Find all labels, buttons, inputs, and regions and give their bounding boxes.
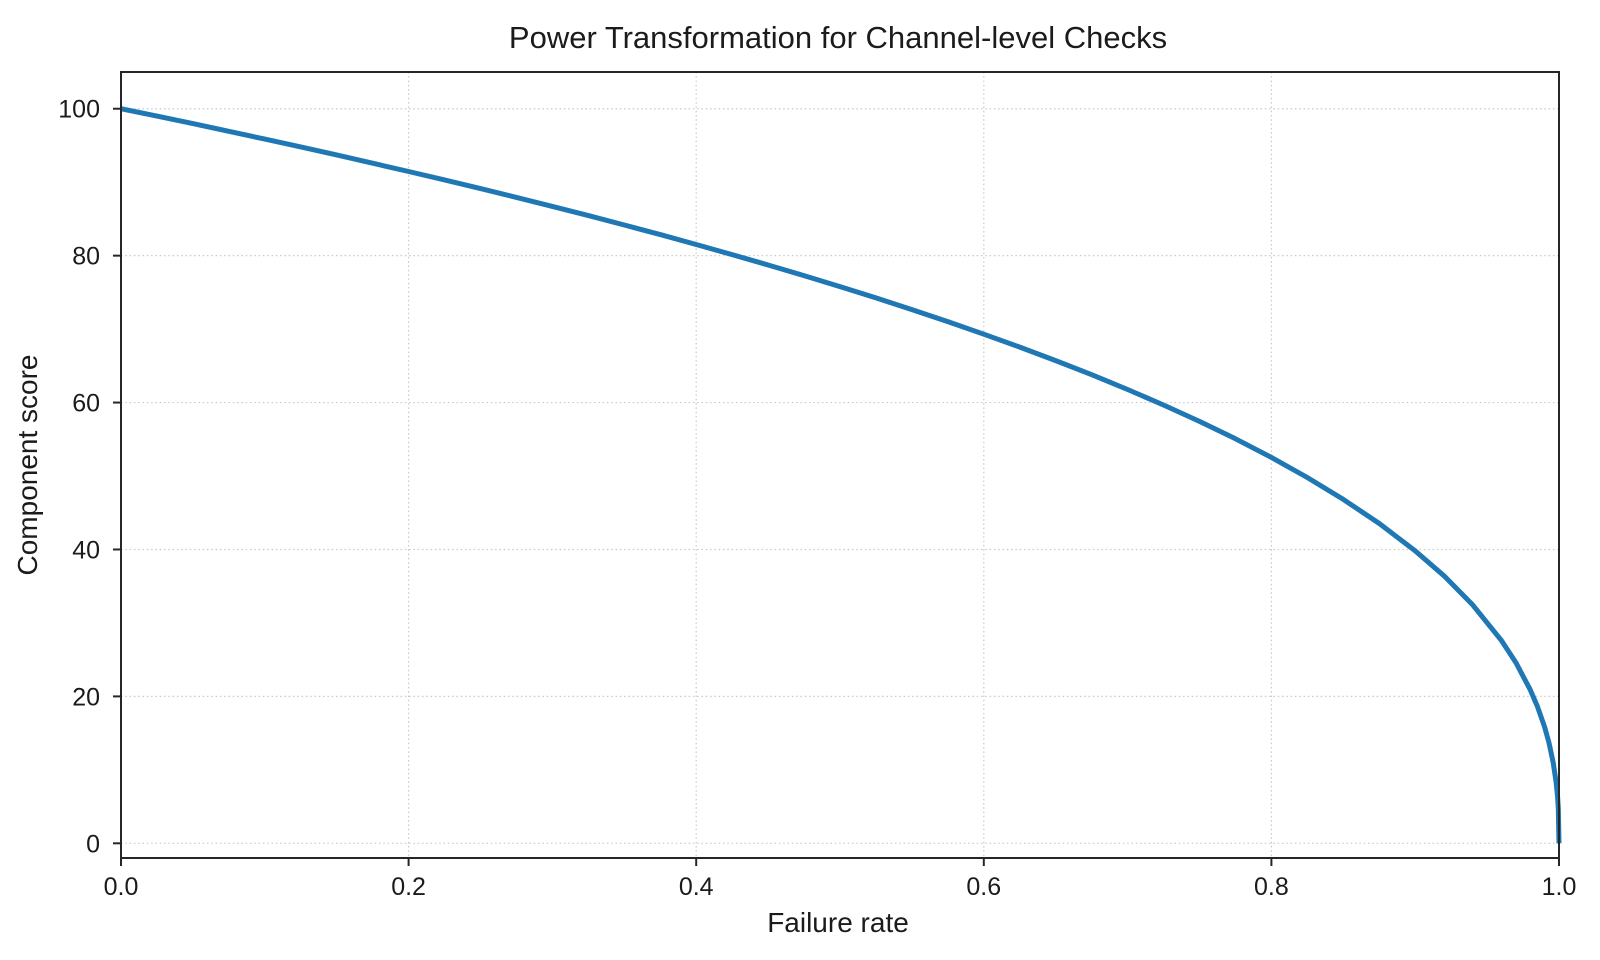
- x-tick-label: 0.0: [104, 873, 139, 901]
- data-curve: [120, 106, 1562, 844]
- y-tick-label: 20: [72, 683, 100, 711]
- x-tick-label: 0.4: [679, 873, 714, 901]
- y-tick-label: 60: [72, 390, 100, 418]
- y-axis-label: Component score: [12, 354, 43, 575]
- y-tick-label: 100: [58, 96, 100, 124]
- grid-layer: [120, 72, 1560, 858]
- x-tick-label: 0.6: [966, 873, 1001, 901]
- y-tick-label: 0: [86, 830, 100, 858]
- y-tick-label: 40: [72, 536, 100, 564]
- x-tick-label: 0.2: [391, 873, 426, 901]
- curve-layer: [120, 106, 1562, 844]
- x-tick-label: 1.0: [1542, 873, 1577, 901]
- x-tick-label: 0.8: [1254, 873, 1289, 901]
- plot-border: [120, 71, 1560, 859]
- axes-layer: [113, 71, 1560, 866]
- tick-labels-layer: 0.0 0.2 0.4 0.6 0.8 1.0 0 20 40 60 80 100: [58, 96, 1576, 901]
- y-tick-label: 80: [72, 243, 100, 271]
- x-axis-label: Failure rate: [767, 907, 909, 938]
- chart-title: Power Transformation for Channel-level C…: [509, 20, 1167, 55]
